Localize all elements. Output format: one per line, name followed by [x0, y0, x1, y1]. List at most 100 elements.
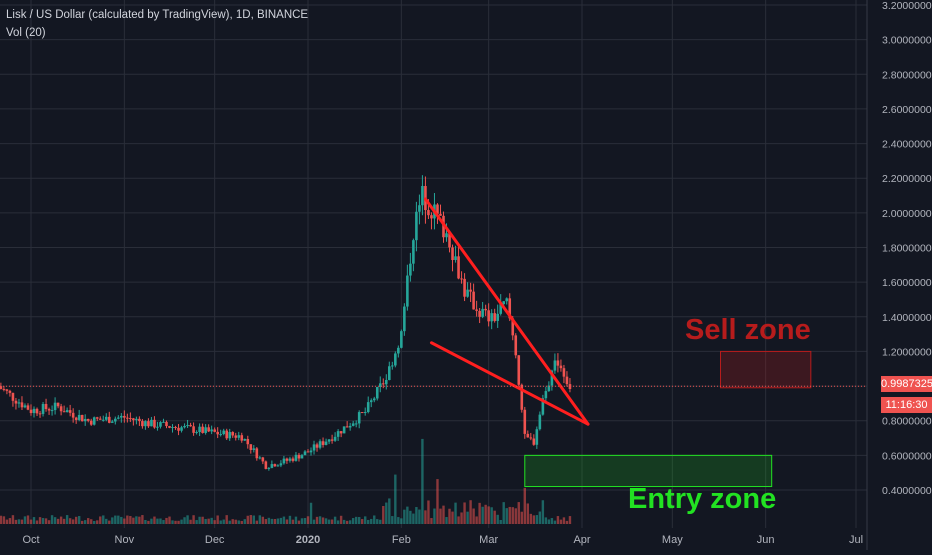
candle-body [454, 256, 457, 261]
volume-bars [0, 438, 572, 524]
volume-bar [231, 519, 234, 524]
volume-bar [68, 518, 72, 524]
volume-bar [448, 508, 451, 524]
volume-bar [186, 515, 189, 524]
volume-bar [17, 519, 21, 524]
candle-body [565, 376, 569, 385]
volume-bar [291, 519, 295, 524]
volume-bar [324, 518, 328, 524]
candle-body [273, 464, 277, 467]
candle-body [381, 383, 385, 385]
volume-bar [391, 516, 394, 524]
candle-body [297, 454, 301, 459]
volume-bar [333, 516, 337, 524]
candle-body [258, 457, 262, 459]
candle-body [68, 410, 72, 413]
volume-bar [342, 519, 346, 524]
candle-body [378, 383, 382, 387]
candle-body [83, 418, 87, 422]
volume-bar [559, 519, 563, 524]
volume-bar [35, 520, 39, 524]
volume-bar [385, 502, 388, 524]
volume-bar [93, 520, 96, 524]
y-tick-label: 0.4000000 [882, 485, 932, 497]
candle-body [117, 417, 120, 419]
volume-bar [457, 516, 460, 524]
volume-bar [442, 505, 445, 524]
trade-zones [524, 350, 812, 488]
candle-body [351, 423, 355, 426]
volume-bar [364, 516, 367, 524]
volume-bar [514, 508, 517, 524]
candle-body [144, 421, 147, 427]
candle-body [126, 417, 129, 419]
candle-body [375, 386, 379, 399]
volume-bar [273, 519, 277, 524]
volume-bar [481, 506, 484, 524]
candle-body [409, 263, 412, 276]
candle-body [2, 388, 6, 390]
last-price-badge: 0.9987325 [881, 376, 932, 392]
x-tick-label: May [662, 534, 683, 546]
y-tick-label: 1.4000000 [882, 312, 932, 324]
candle-body [463, 278, 466, 297]
candle-body [186, 425, 189, 427]
volume-bar [336, 520, 340, 524]
volume-bar [394, 474, 397, 524]
candle-body [153, 419, 156, 428]
volume-bar [520, 511, 523, 524]
volume-bar [44, 518, 48, 524]
candle-body [207, 427, 210, 432]
volume-bar [252, 515, 256, 524]
candle-body [345, 426, 349, 428]
candle-body [20, 402, 24, 408]
volume-bar [523, 487, 526, 524]
candle-body [270, 464, 274, 468]
candle-body [568, 384, 572, 389]
volume-bar [53, 517, 57, 524]
volume-bar [219, 520, 222, 524]
y-tick-label: 1.8000000 [882, 243, 932, 255]
volume-bar [445, 517, 448, 524]
candle-body [120, 415, 123, 418]
candle-body [499, 304, 503, 314]
candle-body [427, 210, 430, 216]
candle-body [104, 416, 108, 420]
volume-bar [41, 518, 45, 524]
candle-body [481, 308, 484, 317]
candle-body [321, 441, 325, 445]
volume-bar [472, 508, 475, 524]
candle-body [50, 410, 54, 412]
y-tick-label: 1.6000000 [882, 277, 932, 289]
candle-body [26, 405, 30, 410]
volume-bar [376, 519, 379, 524]
volume-bar [159, 518, 162, 524]
volume-bar [433, 508, 436, 524]
volume-bar [201, 516, 204, 524]
volume-bar [192, 515, 195, 524]
volume-bar [469, 500, 472, 524]
volume-bar [120, 516, 123, 524]
candle-body [189, 425, 192, 427]
volume-bar [562, 517, 566, 524]
volume-bar [466, 511, 469, 524]
volume-bar [529, 513, 533, 524]
x-tick-label: Nov [115, 534, 135, 546]
candle-body [439, 213, 442, 216]
candle-body [168, 426, 171, 428]
candle-body [394, 353, 397, 366]
candle-body [138, 418, 141, 422]
candle-body [180, 427, 183, 431]
candle-body [547, 385, 551, 392]
volume-bar [538, 511, 542, 524]
y-tick-label: 2.2000000 [882, 173, 932, 185]
volume-bar [430, 518, 433, 524]
volume-indicator-label[interactable]: Vol (20) [6, 27, 46, 39]
price-axis-panel [867, 0, 932, 550]
y-tick-label: 2.0000000 [882, 208, 932, 220]
volume-bar [388, 498, 391, 524]
candle-body [514, 335, 518, 356]
